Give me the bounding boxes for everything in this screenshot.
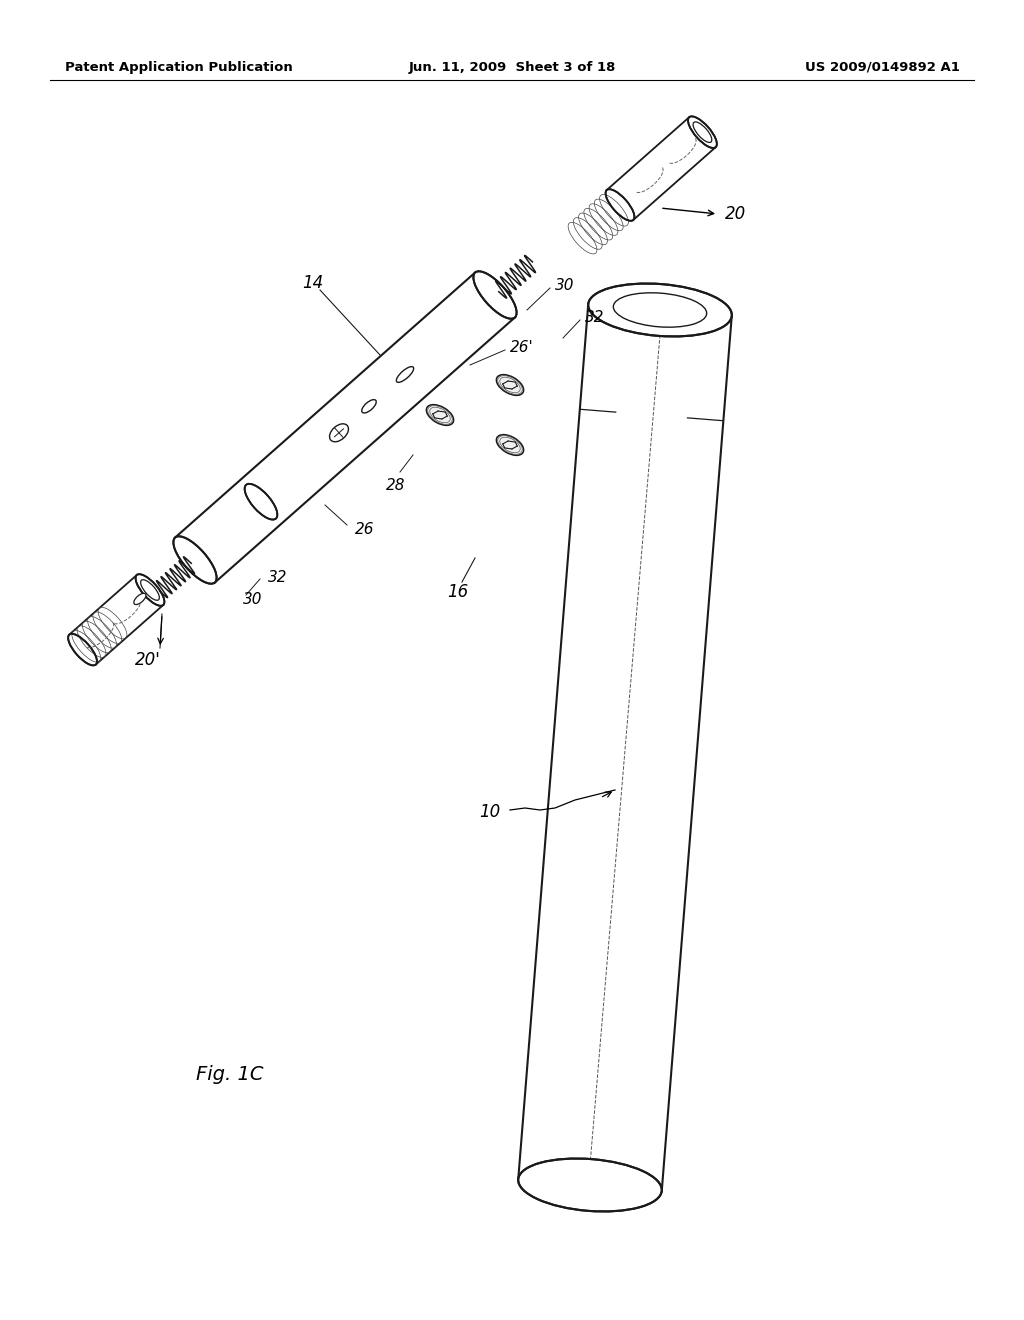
Text: 32: 32 (268, 569, 288, 585)
Ellipse shape (426, 405, 454, 425)
Text: Jun. 11, 2009  Sheet 3 of 18: Jun. 11, 2009 Sheet 3 of 18 (409, 61, 615, 74)
Text: 20': 20' (135, 651, 161, 669)
Text: Patent Application Publication: Patent Application Publication (65, 61, 293, 74)
Ellipse shape (396, 367, 414, 383)
Ellipse shape (69, 634, 97, 665)
Ellipse shape (330, 424, 348, 442)
Ellipse shape (473, 272, 517, 318)
Ellipse shape (497, 434, 523, 455)
Ellipse shape (605, 189, 635, 220)
Text: 28: 28 (386, 478, 406, 492)
Text: 10: 10 (479, 803, 500, 821)
Ellipse shape (245, 484, 278, 520)
Text: 14: 14 (302, 275, 324, 292)
Text: Fig. 1C: Fig. 1C (197, 1065, 264, 1085)
Text: 26: 26 (355, 523, 375, 537)
Text: 30: 30 (243, 593, 262, 607)
Ellipse shape (497, 375, 523, 396)
Text: US 2009/0149892 A1: US 2009/0149892 A1 (805, 61, 961, 74)
Ellipse shape (134, 593, 146, 605)
Ellipse shape (518, 1159, 662, 1212)
Text: 26': 26' (510, 341, 534, 355)
Ellipse shape (135, 574, 165, 606)
Ellipse shape (361, 400, 376, 413)
Ellipse shape (688, 116, 717, 148)
Text: 32: 32 (585, 310, 604, 326)
Text: 16: 16 (447, 583, 469, 601)
Text: 20: 20 (725, 205, 746, 223)
Ellipse shape (588, 284, 732, 337)
Ellipse shape (173, 536, 217, 583)
Text: 30: 30 (555, 277, 574, 293)
